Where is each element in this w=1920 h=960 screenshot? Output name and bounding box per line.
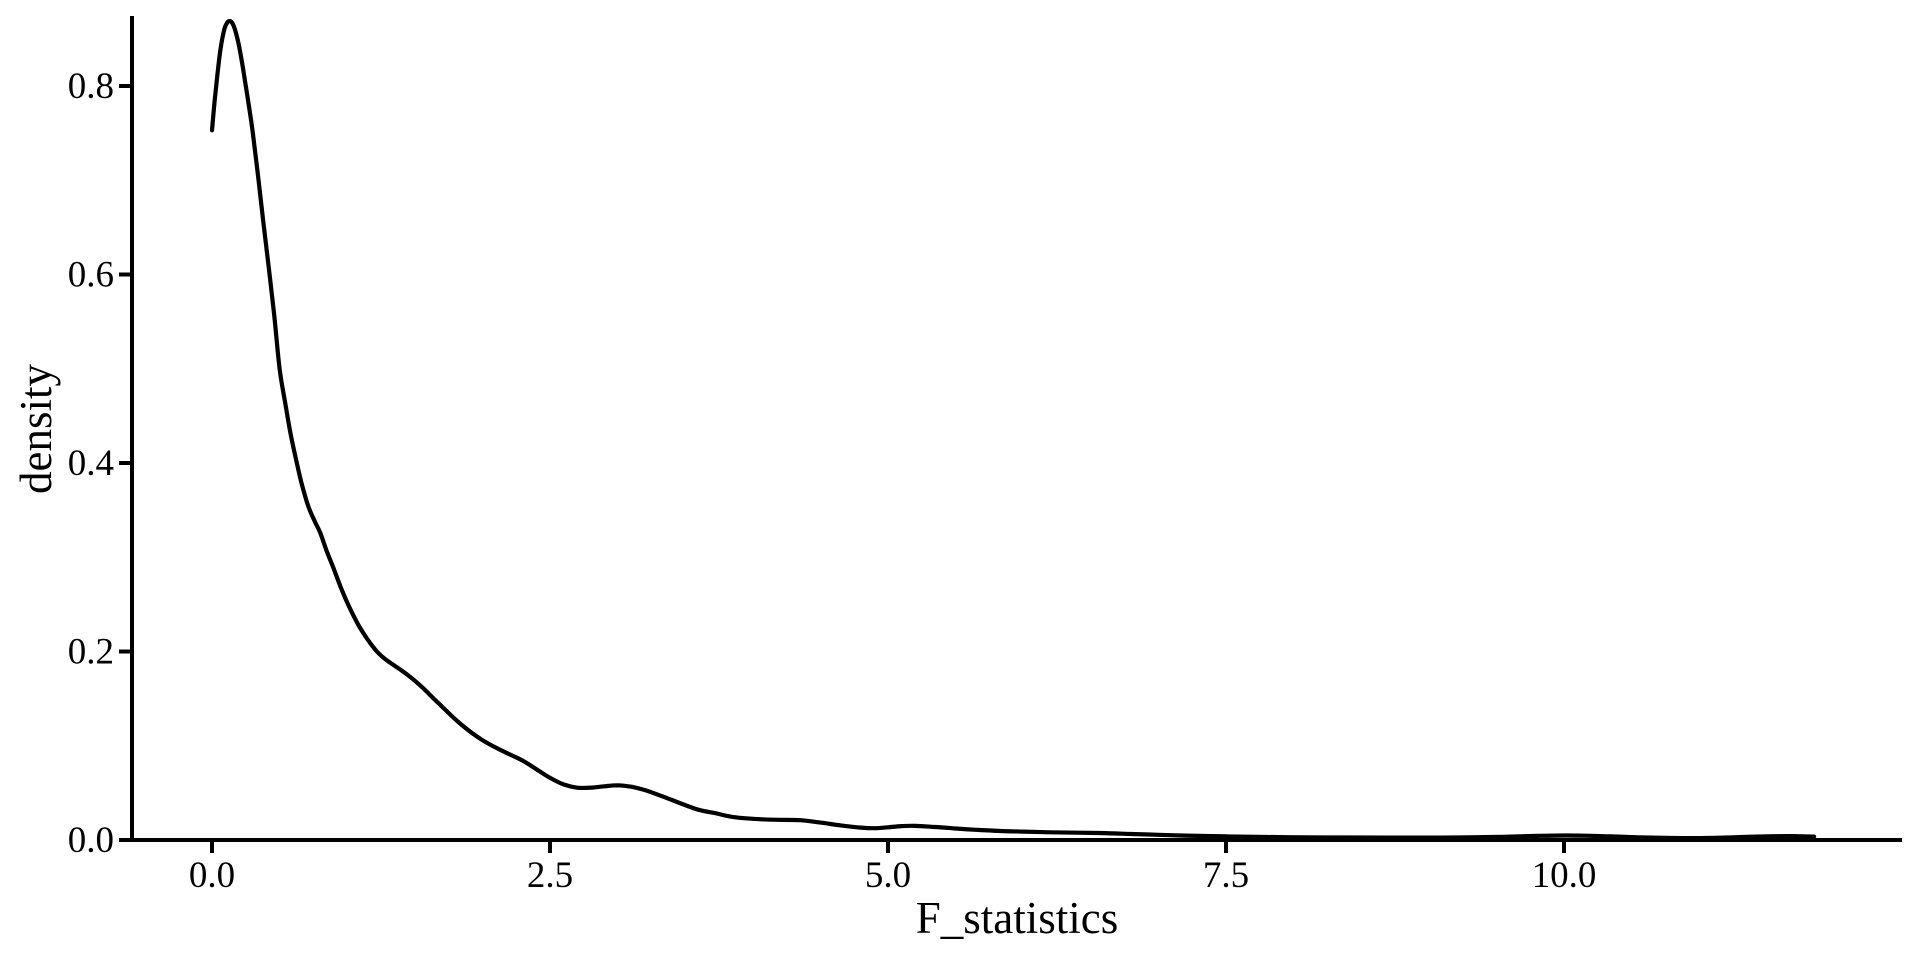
y-tick-label: 0.6 [68,255,114,296]
y-tick-label: 0.4 [68,443,114,484]
density-curve [209,18,1817,841]
y-tick-label: 0.8 [68,66,114,107]
x-tick-label: 2.5 [527,855,573,896]
axis-labels: F_statistics density [11,364,1118,943]
y-tick-label: 0.0 [68,820,114,861]
y-tick-label: 0.2 [68,632,114,673]
x-tick-label: 0.0 [189,855,235,896]
x-tick-label: 7.5 [1203,855,1249,896]
x-tick-label: 10.0 [1532,855,1597,896]
x-tick-label: 5.0 [865,855,911,896]
x-axis-title: F_statistics [916,893,1119,943]
y-axis-title: density [11,364,61,494]
axes: 0.0 2.5 5.0 7.5 10.0 0.0 0.2 0.4 0.6 0.8 [68,16,1902,896]
density-curve-path [209,18,1817,841]
